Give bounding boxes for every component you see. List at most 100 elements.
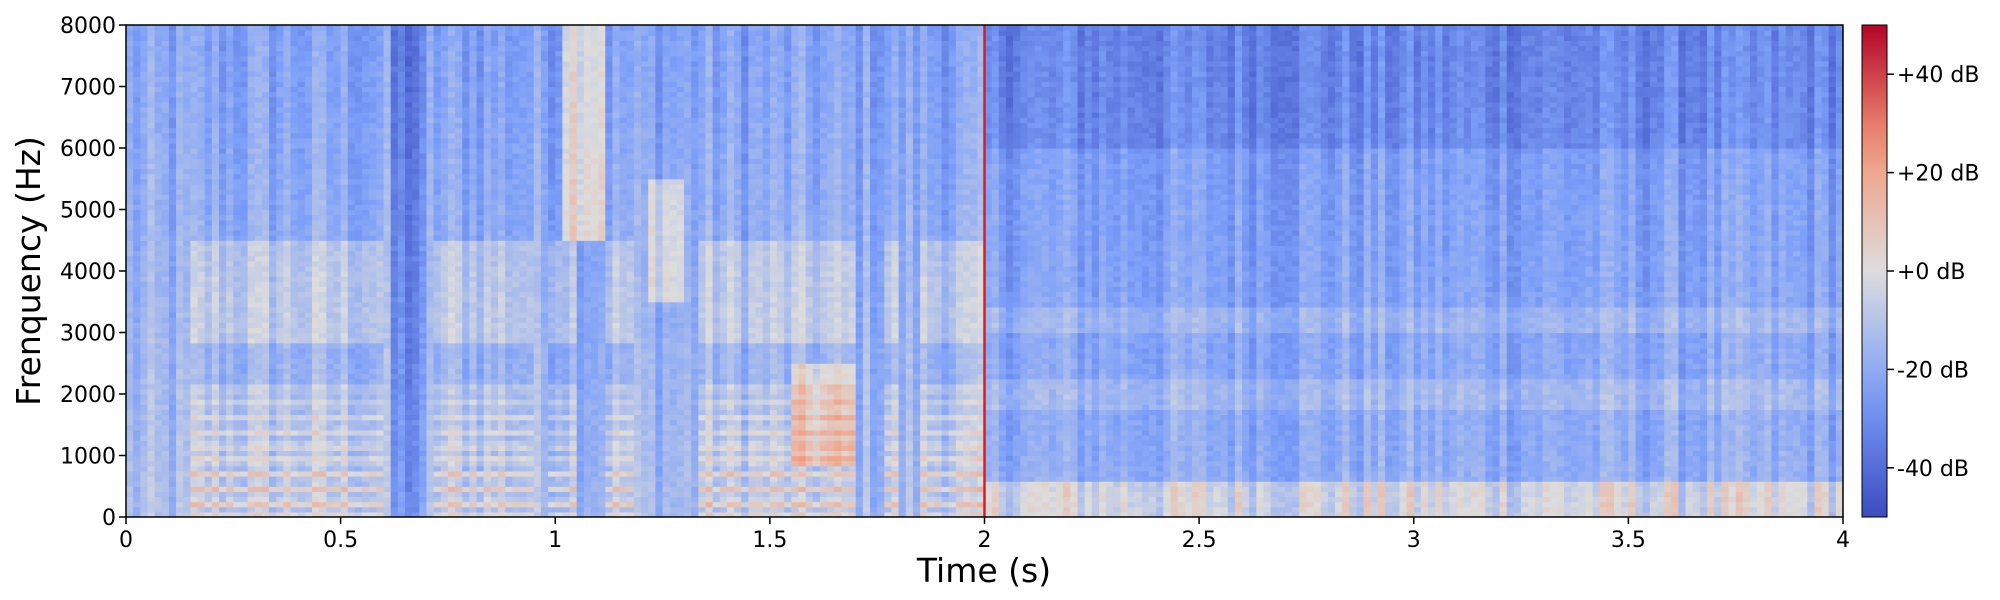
heatmap-cell: [255, 112, 263, 118]
heatmap-cell: [219, 445, 227, 451]
heatmap-cell: [140, 143, 148, 149]
heatmap-cell: [341, 281, 349, 287]
heatmap-cell: [341, 128, 349, 134]
heatmap-cell: [255, 66, 263, 72]
heatmap-cell: [155, 461, 163, 467]
heatmap-cell: [462, 92, 470, 98]
heatmap-cell: [369, 51, 377, 57]
heatmap-cell: [441, 302, 449, 308]
heatmap-cell: [455, 153, 463, 159]
heatmap-cell: [362, 461, 370, 467]
heatmap-cell: [348, 322, 356, 328]
heatmap-cell: [405, 471, 413, 477]
heatmap-cell: [219, 348, 227, 354]
heatmap-cell: [140, 404, 148, 410]
heatmap-cell: [162, 276, 170, 282]
heatmap-cell: [319, 143, 327, 149]
heatmap-cell: [183, 435, 191, 441]
heatmap-cell: [162, 210, 170, 216]
heatmap-cell: [283, 245, 291, 251]
heatmap-cell: [412, 92, 420, 98]
heatmap-cell: [155, 394, 163, 400]
heatmap-cell: [369, 307, 377, 313]
heatmap-cell: [269, 461, 277, 467]
heatmap-cell: [441, 256, 449, 262]
heatmap-cell: [426, 179, 434, 185]
heatmap-cell: [319, 240, 327, 246]
heatmap-cell: [298, 30, 306, 36]
heatmap-cell: [240, 440, 248, 446]
heatmap-cell: [305, 450, 313, 456]
heatmap-cell: [355, 271, 363, 277]
heatmap-cell: [362, 97, 370, 103]
heatmap-cell: [205, 148, 213, 154]
heatmap-cell: [419, 245, 427, 251]
heatmap-cell: [298, 317, 306, 323]
heatmap-cell: [240, 430, 248, 436]
heatmap-cell: [434, 363, 442, 369]
heatmap-cell: [333, 476, 341, 482]
heatmap-cell: [291, 271, 299, 277]
heatmap-cell: [312, 92, 320, 98]
heatmap-cell: [384, 399, 392, 405]
heatmap-cell: [434, 486, 442, 492]
heatmap-cell: [212, 327, 220, 333]
heatmap-cell: [233, 302, 241, 308]
heatmap-cell: [133, 261, 141, 267]
heatmap-cell: [326, 297, 334, 303]
heatmap-cell: [176, 322, 184, 328]
heatmap-cell: [434, 384, 442, 390]
heatmap-cell: [133, 456, 141, 462]
heatmap-cell: [233, 40, 241, 46]
heatmap-cell: [369, 507, 377, 513]
heatmap-cell: [269, 71, 277, 77]
heatmap-cell: [212, 384, 220, 390]
heatmap-cell: [434, 415, 442, 421]
heatmap-cell: [176, 46, 184, 52]
heatmap-cell: [183, 153, 191, 159]
heatmap-cell: [133, 286, 141, 292]
heatmap-cell: [226, 256, 234, 262]
heatmap-cell: [233, 466, 241, 472]
heatmap-cell: [369, 353, 377, 359]
heatmap-cell: [183, 184, 191, 190]
heatmap-cell: [248, 184, 256, 190]
heatmap-cell: [412, 215, 420, 221]
heatmap-cell: [462, 210, 470, 216]
heatmap-cell: [140, 476, 148, 482]
heatmap-cell: [376, 461, 384, 467]
heatmap-cell: [491, 374, 499, 380]
heatmap-cell: [462, 399, 470, 405]
heatmap-cell: [155, 404, 163, 410]
heatmap-cell: [198, 51, 206, 57]
heatmap-cell: [419, 51, 427, 57]
heatmap-cell: [305, 128, 313, 134]
heatmap-cell: [190, 466, 198, 472]
heatmap-cell: [419, 25, 427, 31]
heatmap-cell: [477, 394, 485, 400]
heatmap-cell: [405, 261, 413, 267]
heatmap-cell: [348, 210, 356, 216]
heatmap-cell: [176, 379, 184, 385]
heatmap-cell: [369, 276, 377, 282]
heatmap-cell: [133, 194, 141, 200]
heatmap-cell: [355, 215, 363, 221]
heatmap-cell: [126, 435, 134, 441]
heatmap-cell: [412, 497, 420, 503]
heatmap-cell: [233, 440, 241, 446]
heatmap-cell: [319, 404, 327, 410]
heatmap-cell: [455, 343, 463, 349]
heatmap-cell: [198, 225, 206, 231]
heatmap-cell: [183, 409, 191, 415]
heatmap-cell: [448, 158, 456, 164]
heatmap-cell: [190, 215, 198, 221]
heatmap-cell: [248, 353, 256, 359]
heatmap-cell: [333, 199, 341, 205]
heatmap-cell: [269, 338, 277, 344]
heatmap-cell: [169, 302, 177, 308]
heatmap-cell: [240, 281, 248, 287]
heatmap-cell: [133, 322, 141, 328]
heatmap-cell: [269, 76, 277, 82]
heatmap-cell: [233, 220, 241, 226]
heatmap-cell: [484, 266, 492, 272]
